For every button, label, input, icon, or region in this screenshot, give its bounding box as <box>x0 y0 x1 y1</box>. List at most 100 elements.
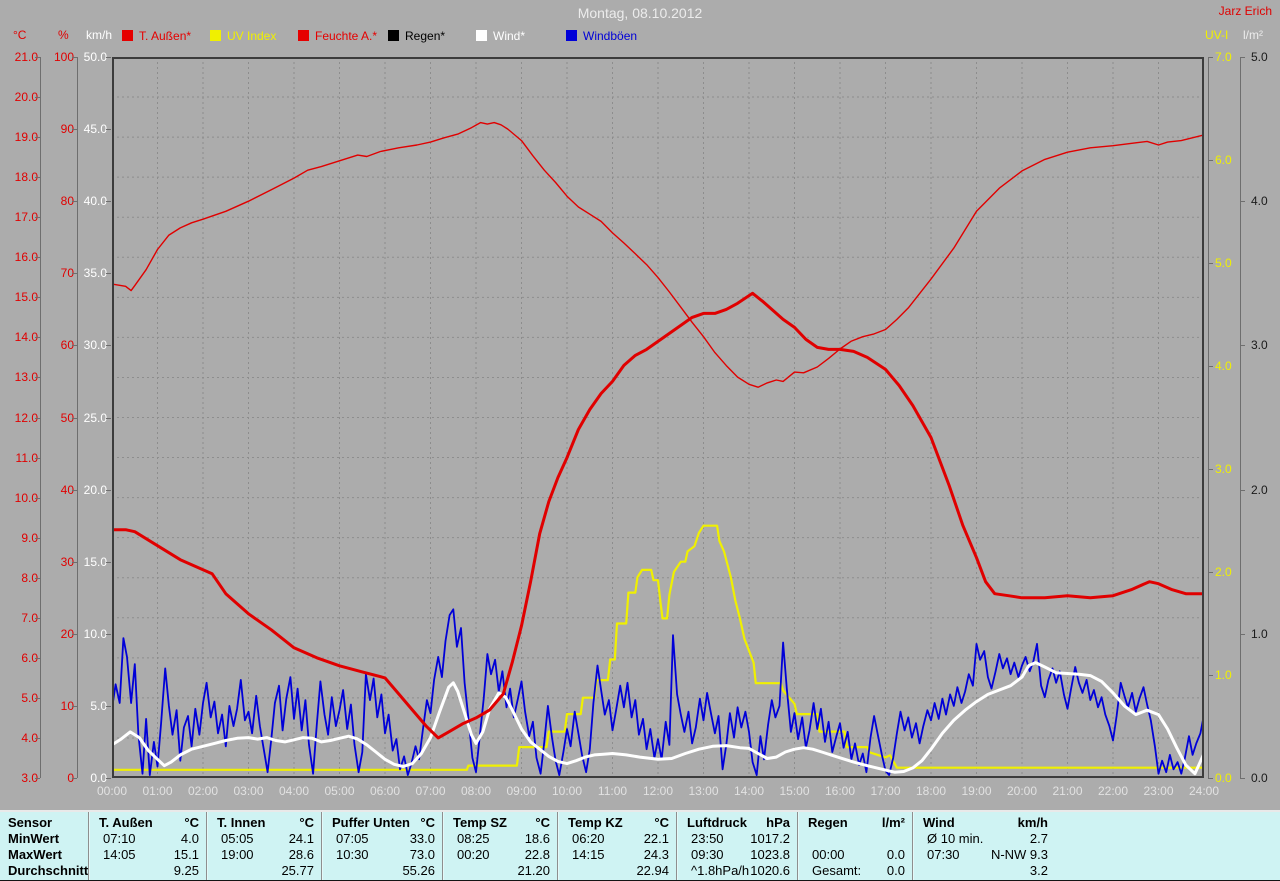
tick-temp_c-17: 17.0 <box>14 210 38 225</box>
cell-time: 23:50 <box>691 831 724 846</box>
cell-time: 07:05 <box>336 831 369 846</box>
tickmark-lm2-3 <box>1240 345 1245 347</box>
cell-value: 9.25 <box>173 863 199 878</box>
table-col-luftdruck: Luftdruck hPa 23:50 1017.2 09:30 1023.8 ^1.8hP… <box>676 812 798 880</box>
tick-temp_c-20: 20.0 <box>14 90 38 105</box>
tickmark-kmh-5 <box>106 705 111 707</box>
cell-time: 14:05 <box>103 847 136 862</box>
tickmark-uv-6 <box>1208 160 1213 161</box>
cell-value: 28.6 <box>288 847 314 862</box>
tickmark-percent-60 <box>72 345 77 347</box>
legend-swatch-3 <box>298 30 309 41</box>
cell-time: 07:10 <box>103 831 136 846</box>
cell-value: 18.6 <box>524 831 550 846</box>
tickmark-temp_c-20 <box>35 97 40 99</box>
tick-percent-80: 80 <box>60 194 74 209</box>
tick-temp_c-6: 6.0 <box>21 650 38 665</box>
x-tick-1300: 13:00 <box>688 784 719 798</box>
cell-value: 1023.8 <box>750 847 790 862</box>
col-header-name: Temp KZ <box>568 815 623 830</box>
table-row-label-minwert: MinWert <box>8 831 60 846</box>
gridlines <box>112 57 1204 778</box>
tick-kmh-50: 50.0 <box>83 50 107 64</box>
tickmark-percent-50 <box>72 417 77 419</box>
cell-time: Gesamt: <box>812 863 862 878</box>
x-tick-1700: 17:00 <box>870 784 901 798</box>
x-tick-1900: 19:00 <box>961 784 992 798</box>
tick-percent-70: 70 <box>60 266 74 281</box>
tick-temp_c-5: 5.0 <box>21 690 38 705</box>
col-header-name: Puffer Unten <box>332 815 410 830</box>
axis-unit-celsius: °C <box>13 28 27 42</box>
col-header-name: Temp SZ <box>453 815 507 830</box>
tickmark-percent-0 <box>72 778 77 779</box>
tick-kmh-35: 35.0 <box>83 266 107 281</box>
cell-time: 07:30 <box>927 847 960 862</box>
x-tick-0100: 01:00 <box>142 784 173 798</box>
tick-kmh-30: 30.0 <box>83 338 107 353</box>
legend-swatch-4 <box>388 30 399 41</box>
tick-temp_c-10: 10.0 <box>14 490 38 505</box>
col-header-name: Regen <box>808 815 848 830</box>
axis-unit-rain: l/m² <box>1243 28 1263 42</box>
legend-label-2: UV Index <box>227 29 277 43</box>
table-row-label-maxwert: MaxWert <box>8 847 62 862</box>
tick-temp_c-19: 19.0 <box>14 130 38 145</box>
tick-kmh-15: 15.0 <box>83 554 107 569</box>
tick-percent-100: 100 <box>53 50 74 64</box>
tickmark-uv-2 <box>1208 572 1213 573</box>
cell-time: 00:20 <box>457 847 490 862</box>
cell-value: 22.8 <box>524 847 550 862</box>
tick-lm2-5: 5.0 <box>1251 50 1268 64</box>
tickmark-kmh-35 <box>106 273 111 275</box>
col-header-unit: °C <box>654 815 669 830</box>
page-title: Montag, 08.10.2012 <box>577 5 703 21</box>
x-tick-2400: 24:00 <box>1188 784 1220 798</box>
tickmark-uv-0 <box>1208 778 1213 779</box>
cell-value: 55.26 <box>402 863 435 878</box>
tick-temp_c-14: 14.0 <box>14 330 38 345</box>
tick-uv-7: 7.0 <box>1215 50 1232 64</box>
col-header-unit: hPa <box>766 815 790 830</box>
axis-unit-kmh: km/h <box>86 28 113 42</box>
tick-lm2-3: 3.0 <box>1251 338 1268 353</box>
col-header-name: Wind <box>923 815 955 830</box>
tickmark-kmh-0 <box>106 778 111 779</box>
tickmark-uv-4 <box>1208 366 1213 367</box>
tick-temp_c-3: 3.0 <box>21 771 38 785</box>
axis-line-lm2 <box>1240 57 1241 778</box>
cell-value: 0.0 <box>886 847 905 862</box>
tickmark-temp_c-10 <box>35 497 40 499</box>
tick-uv-3: 3.0 <box>1215 462 1232 476</box>
series-t-au-en <box>112 291 1204 740</box>
x-tick-0800: 08:00 <box>460 784 492 798</box>
tickmark-temp_c-12 <box>35 417 40 419</box>
legend-item-4: Regen* <box>388 29 445 43</box>
tick-percent-90: 90 <box>60 122 74 137</box>
cell-value: 0.0 <box>886 863 905 878</box>
tick-lm2-4: 4.0 <box>1251 194 1268 209</box>
cell-time: ^1.8hPa/h <box>691 863 750 878</box>
tickmark-temp_c-19 <box>35 137 40 139</box>
tickmark-uv-7 <box>1208 57 1213 58</box>
table-col-puffer-unten: Puffer Unten °C 07:05 33.0 10:30 73.0 55.26 <box>321 812 443 880</box>
x-tick-0400: 04:00 <box>278 784 310 798</box>
tickmark-temp_c-6 <box>35 657 40 659</box>
tick-kmh-45: 45.0 <box>83 122 107 137</box>
tickmark-percent-20 <box>72 633 77 635</box>
tick-temp_c-8: 8.0 <box>21 570 38 585</box>
legend-swatch-6 <box>566 30 577 41</box>
axis-line-percent <box>77 57 78 778</box>
tickmark-kmh-45 <box>106 129 111 131</box>
tickmark-temp_c-17 <box>35 217 40 219</box>
axis-unit-percent: % <box>58 28 69 42</box>
cell-time: 09:30 <box>691 847 724 862</box>
tickmark-temp_c-16 <box>35 257 40 259</box>
legend-label-3: Feuchte A.* <box>315 29 378 43</box>
tickmark-temp_c-7 <box>35 617 40 619</box>
tick-temp_c-13: 13.0 <box>14 370 38 385</box>
tick-uv-2: 2.0 <box>1215 565 1232 579</box>
tick-percent-30: 30 <box>60 554 74 569</box>
cell-time: 10:30 <box>336 847 369 862</box>
cell-time: 05:05 <box>221 831 254 846</box>
